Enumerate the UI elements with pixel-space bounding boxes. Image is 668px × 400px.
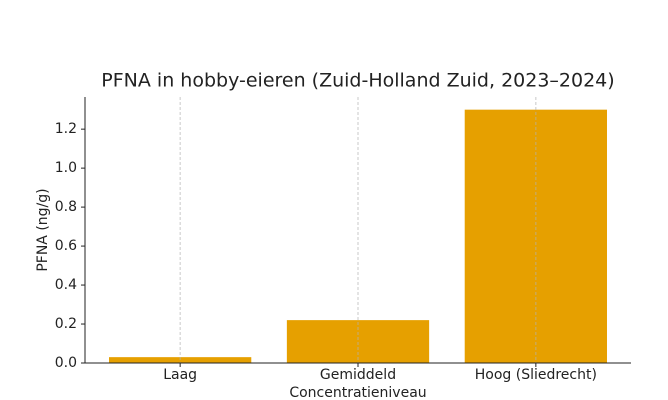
x-axis-label: Concentratieniveau xyxy=(289,385,426,400)
y-tick-label: 0.8 xyxy=(55,199,77,215)
y-tick-label: 0.4 xyxy=(55,277,77,293)
x-tick-label: Hoog (Sliedrecht) xyxy=(475,367,597,383)
chart-title: PFNA in hobby-eieren (Zuid-Holland Zuid,… xyxy=(101,70,614,92)
y-axis-label: PFNA (ng/g) xyxy=(35,188,51,271)
y-tick-label: 1.0 xyxy=(55,160,77,176)
y-tick-label: 0.6 xyxy=(55,238,77,254)
x-tick-label: Gemiddeld xyxy=(320,367,396,383)
bar xyxy=(464,109,607,364)
y-tick-label: 1.2 xyxy=(55,121,77,137)
bar xyxy=(109,357,252,363)
y-tick-label: 0.0 xyxy=(55,355,77,371)
y-tick-label: 0.2 xyxy=(55,316,77,332)
x-tick-label: Laag xyxy=(163,367,197,383)
bar xyxy=(286,320,430,363)
